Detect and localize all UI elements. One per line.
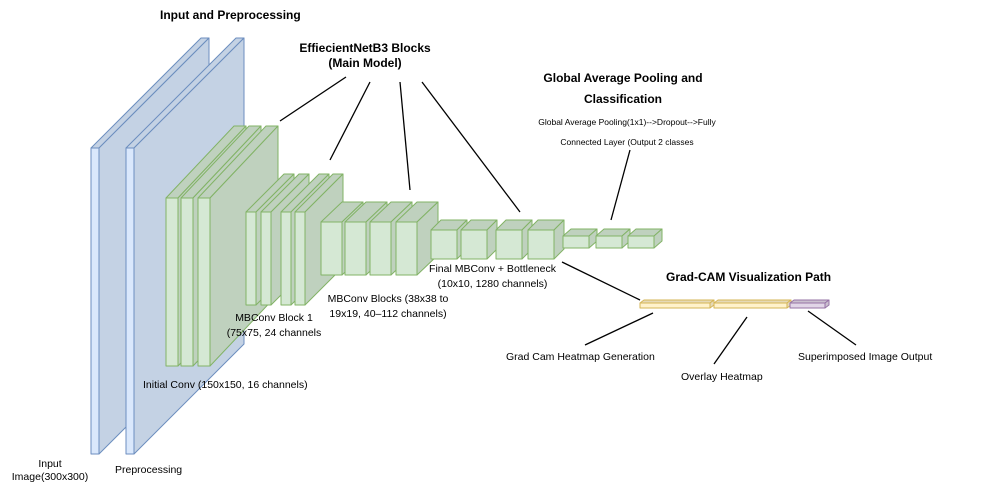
heading-gap-line1: Global Average Pooling and bbox=[543, 71, 703, 85]
connector-blocks-to-mbconv-blocks bbox=[399, 81, 411, 191]
heading-gradcam-path: Grad-CAM Visualization Path bbox=[666, 270, 832, 284]
connector-blocks-to-initial-conv bbox=[279, 76, 347, 122]
label-final-mbconv-line1: Final MBConv + Bottleneck bbox=[429, 263, 556, 275]
label-final-mbconv-line2: (10x10, 1280 channels) bbox=[437, 278, 548, 290]
gap-block-3 bbox=[627, 228, 663, 249]
connector-gap-heading-to-pooling bbox=[610, 149, 631, 221]
connector-blocks-to-final-mbconv bbox=[421, 81, 521, 213]
label-initial-conv: Initial Conv (150x150, 16 channels) bbox=[143, 379, 308, 391]
label-final-mbconv: Final MBConv + Bottleneck (10x10, 1280 c… bbox=[420, 262, 565, 292]
heading-efficientnet-line1: EffiecientNetB3 Blocks bbox=[299, 41, 431, 55]
initial-conv-slice-3 bbox=[197, 125, 279, 367]
label-mbconv-block-1: MBConv Block 1 (75x75, 24 channels bbox=[214, 311, 334, 341]
final-mbconv-slice-4 bbox=[527, 219, 565, 260]
label-input-image: Input Image(300x300) bbox=[2, 458, 98, 484]
label-mbconv-blocks-line1: MBConv Blocks (38x38 to bbox=[327, 293, 449, 305]
label-superimposed-output: Superimposed Image Output bbox=[798, 351, 933, 363]
connector-final-mbconv-to-gradcam bbox=[561, 261, 641, 301]
label-input-image-line2: Image(300x300) bbox=[11, 471, 89, 484]
mbconv-blocks-slice-4 bbox=[395, 201, 439, 276]
label-heatmap-generation: Grad Cam Heatmap Generation bbox=[506, 351, 655, 363]
gap-block-2 bbox=[595, 228, 631, 249]
label-mbconv-block-1-line2: (75x75, 24 channels bbox=[226, 327, 322, 339]
heading-gap-line2: Classification bbox=[583, 92, 663, 106]
gap-block-1 bbox=[562, 228, 598, 249]
overlay-heatmap-bar bbox=[713, 299, 792, 309]
label-mbconv-blocks: MBConv Blocks (38x38 to 19x19, 40–112 ch… bbox=[318, 292, 458, 322]
heading-efficientnet-line2: (Main Model) bbox=[328, 56, 402, 70]
label-mbconv-blocks-line2: 19x19, 40–112 channels) bbox=[329, 308, 447, 320]
final-mbconv-slice-3 bbox=[495, 219, 533, 260]
label-gap-detail-line1: Global Average Pooling(1x1)-->Dropout-->… bbox=[538, 117, 716, 127]
label-preprocessing: Preprocessing bbox=[115, 464, 183, 476]
connector-blocks-to-mbconv1 bbox=[329, 81, 371, 161]
label-gap-detail: Global Average Pooling(1x1)-->Dropout-->… bbox=[517, 112, 737, 152]
gradcam-heatmap-bar bbox=[639, 299, 715, 309]
superimposed-output-bar bbox=[789, 299, 830, 309]
connector-overlay-label bbox=[713, 316, 748, 365]
label-gap-detail-line2: Connected Layer (Output 2 classes bbox=[560, 137, 694, 147]
final-mbconv-slice-2 bbox=[460, 219, 498, 260]
connector-heatmap-label bbox=[584, 312, 654, 346]
heading-input-preprocessing: Input and Preprocessing bbox=[160, 8, 301, 22]
label-input-image-line1: Input bbox=[38, 458, 62, 470]
heading-efficientnet-blocks: EffiecientNetB3 Blocks (Main Model) bbox=[280, 41, 450, 71]
label-overlay-heatmap: Overlay Heatmap bbox=[681, 371, 763, 383]
heading-global-average-pooling: Global Average Pooling and Classificatio… bbox=[528, 68, 718, 110]
connector-superimposed-label bbox=[807, 310, 857, 346]
label-mbconv-block-1-line1: MBConv Block 1 bbox=[235, 312, 313, 324]
